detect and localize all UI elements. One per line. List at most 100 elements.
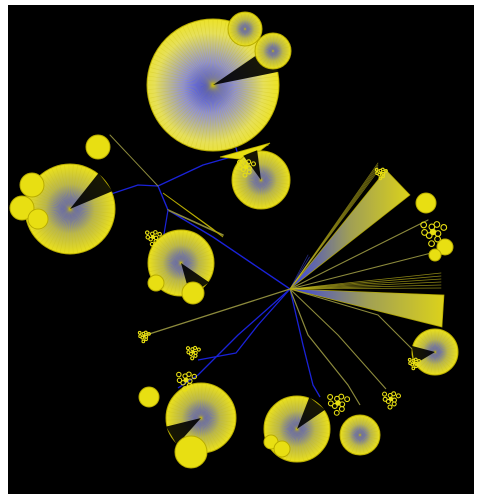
cluster-spoke	[155, 241, 182, 264]
cluster-spoke	[68, 208, 71, 254]
cluster-spoke	[154, 54, 214, 86]
cluster-spoke	[69, 208, 115, 219]
cluster-spoke	[59, 165, 71, 210]
cluster-spoke	[148, 84, 214, 99]
cluster-spoke	[200, 390, 224, 419]
cluster-spoke	[272, 33, 279, 52]
cluster-spoke	[260, 166, 288, 181]
tuft-node	[185, 346, 191, 351]
cluster-spoke	[260, 179, 283, 201]
cluster-spoke	[418, 351, 436, 369]
cluster-spoke	[43, 172, 71, 210]
cluster-spoke	[212, 84, 262, 131]
cluster-spoke	[261, 50, 274, 66]
tuft-node	[338, 406, 345, 412]
cluster-spoke	[244, 24, 262, 30]
tuft-node	[246, 169, 252, 175]
tuft-node	[382, 391, 388, 397]
cluster-spoke	[39, 208, 71, 243]
cluster-spoke	[296, 428, 320, 454]
cluster-spoke	[174, 30, 214, 86]
tuft-node	[440, 224, 448, 231]
tuft-node	[411, 366, 416, 371]
link-root-to-right-tip	[289, 249, 444, 290]
cluster-spoke	[161, 43, 214, 86]
tuft-core	[183, 377, 189, 383]
cluster-spoke	[69, 164, 74, 210]
cluster-spoke	[434, 351, 440, 375]
tuft-core	[191, 350, 195, 354]
cluster-spoke	[235, 164, 262, 181]
cluster-spoke	[296, 428, 326, 447]
cluster-spoke	[272, 35, 283, 52]
tuft-node	[186, 350, 191, 355]
tuft-far-left	[137, 330, 151, 344]
cluster-spoke	[200, 417, 232, 436]
cluster-spoke	[430, 351, 436, 375]
cluster-spoke	[277, 401, 298, 430]
tuft-node	[186, 371, 192, 377]
tuft-mid	[144, 230, 162, 247]
tuft-node	[327, 400, 334, 407]
leaf-mid-b	[147, 274, 165, 292]
tuft-node	[196, 347, 201, 352]
cluster-spoke	[165, 262, 182, 293]
tuft-node	[391, 391, 397, 397]
cluster-spoke	[235, 179, 262, 196]
cluster-spoke	[359, 430, 380, 436]
link-root-to-right-fan	[289, 288, 419, 356]
cluster-spoke	[149, 262, 182, 273]
link-hub-a-branch	[109, 134, 159, 187]
tuft-node	[137, 330, 142, 335]
cluster-spoke	[272, 50, 289, 60]
cluster-spoke	[260, 156, 279, 181]
cluster-spoke	[166, 411, 202, 419]
cluster-spoke	[260, 179, 290, 185]
tuft-upper-right-tip	[374, 167, 388, 181]
cluster-spoke	[167, 406, 202, 419]
cluster-spoke	[294, 396, 298, 430]
cluster-spoke	[161, 84, 214, 127]
cluster-spoke	[180, 230, 189, 264]
leaf-bottom-left-b	[138, 386, 160, 408]
cluster-spoke	[200, 417, 227, 443]
tuft-node	[190, 356, 195, 361]
cluster-spoke	[232, 179, 262, 183]
cluster-spoke	[421, 332, 436, 353]
cluster-spoke	[47, 169, 71, 210]
cluster-spoke	[69, 208, 112, 227]
link-root-to-far-left-leaf	[145, 288, 291, 336]
cluster-spoke	[260, 152, 272, 181]
wedge-right-upper-ray	[289, 272, 442, 290]
cluster-spoke	[240, 28, 246, 46]
cluster-spoke	[359, 434, 373, 451]
cluster-spoke	[258, 50, 274, 62]
cluster-spoke	[200, 417, 234, 432]
cluster-spoke	[212, 80, 279, 86]
cluster-spoke	[180, 258, 214, 264]
cluster-spoke	[150, 84, 214, 108]
cluster-spoke	[260, 179, 272, 208]
cluster-spoke	[212, 84, 279, 95]
cluster-spoke	[69, 204, 115, 210]
cluster-spoke	[359, 434, 365, 455]
tuft-top-mid	[237, 159, 256, 178]
link-root-to-bottom	[289, 288, 321, 398]
cluster-spoke	[434, 347, 458, 353]
cluster-spoke	[212, 84, 255, 137]
cluster-spoke	[212, 84, 265, 127]
tuft-node	[417, 359, 421, 363]
cluster-spoke	[180, 389, 202, 419]
cluster-spoke	[177, 391, 202, 419]
tuft-node	[186, 382, 193, 389]
tuft-node	[374, 167, 379, 172]
cluster-spoke	[186, 84, 214, 146]
leaf-bottom-b	[273, 440, 291, 458]
tuft-node	[414, 364, 418, 369]
cluster-spoke	[248, 179, 262, 207]
tuft-node	[192, 345, 198, 351]
cluster-spoke	[272, 38, 287, 52]
cluster-spoke	[69, 208, 74, 254]
cluster-spoke	[212, 75, 279, 86]
cluster-spoke	[64, 208, 71, 254]
